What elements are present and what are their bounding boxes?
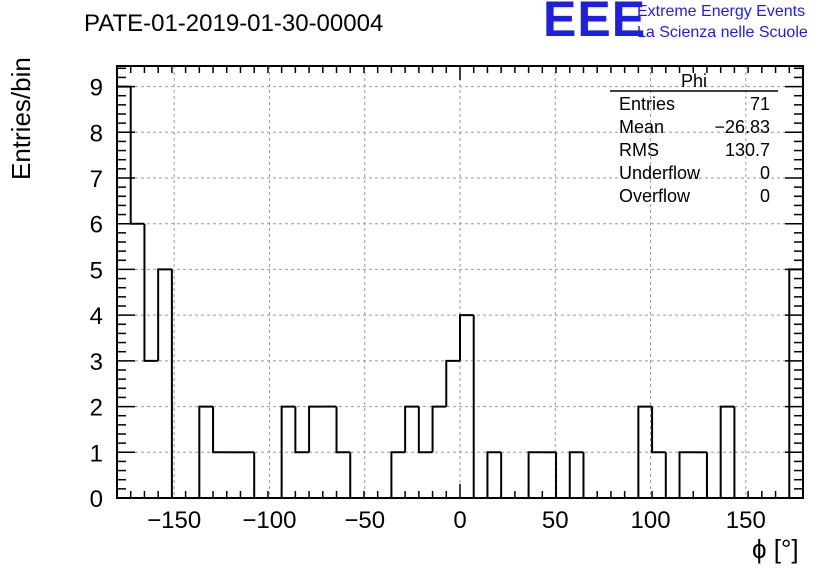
- histogram-bin-22: [417, 406, 433, 454]
- histogram-bars: [116, 85, 804, 499]
- x-axis-label: ϕ [°]: [752, 534, 799, 564]
- histogram-bin-43: [705, 452, 721, 499]
- y-tick-label-7: 7: [90, 166, 103, 193]
- x-tick-label-0: −150: [147, 507, 201, 534]
- histogram-bin-13: [294, 406, 310, 454]
- y-tick-label-9: 9: [90, 75, 103, 102]
- histogram-bin-14: [308, 405, 323, 453]
- histogram-bin-10: [253, 452, 268, 499]
- histogram-bin-16: [335, 406, 351, 454]
- histogram-bin-20: [390, 451, 406, 498]
- y-tick-label-8: 8: [90, 120, 103, 147]
- logo-subtitle-2: La Scienza nelle Scuole: [637, 24, 808, 41]
- histogram-bin-12: [280, 405, 296, 498]
- grid-lines: [117, 66, 803, 498]
- histogram-bin-23: [431, 405, 447, 453]
- page-title: PATE-01-2019-01-30-00004: [84, 10, 384, 37]
- histogram-bin-30: [527, 451, 543, 498]
- stats-value-entries: 71: [750, 94, 770, 114]
- histogram-bin-21: [404, 405, 419, 453]
- histogram-bin-24: [445, 359, 460, 407]
- histogram-bin-39: [651, 406, 666, 454]
- histogram-bin-3: [157, 268, 172, 361]
- histogram-bin-1: [129, 86, 145, 225]
- y-tick-label-3: 3: [90, 349, 103, 376]
- histogram-bin-7: [212, 406, 227, 454]
- x-tick-label-6: 150: [726, 507, 766, 534]
- histogram-bin-41: [678, 451, 694, 498]
- stats-title: Phi: [681, 71, 707, 91]
- stats-box: Phi Entries 71 Mean −26.83 RMS 130.7 Underflow 0…: [610, 71, 778, 206]
- axis-ticks: [116, 66, 804, 499]
- stats-label-entries: Entries: [619, 94, 675, 114]
- y-tick-label-6: 6: [90, 212, 103, 239]
- histogram-bin-44: [719, 405, 735, 498]
- histogram-bin-17: [349, 452, 364, 499]
- stats-value-rms: 130.7: [725, 140, 770, 160]
- histogram-bin-25: [459, 314, 474, 361]
- histogram-bin-49: [788, 268, 803, 498]
- stats-value-underflow: 0: [760, 163, 770, 183]
- x-tick-label-2: −50: [344, 507, 385, 534]
- x-tick-label-5: 100: [631, 507, 671, 534]
- x-tick-label-4: 50: [542, 507, 569, 534]
- x-tick-label-1: −100: [242, 507, 296, 534]
- x-tick-label-3: 0: [453, 507, 466, 534]
- stats-value-overflow: 0: [760, 186, 770, 206]
- logo-subtitle-1: Extreme Energy Events: [637, 3, 806, 20]
- y-tick-label-2: 2: [90, 395, 103, 422]
- histogram-bin-38: [637, 405, 653, 498]
- stats-label-mean: Mean: [619, 117, 664, 137]
- stats-label-rms: RMS: [619, 140, 659, 160]
- y-tick-label-0: 0: [90, 486, 103, 513]
- histogram-bin-28: [500, 452, 515, 499]
- histogram-bin-27: [486, 451, 502, 498]
- y-tick-label-1: 1: [90, 440, 103, 467]
- histogram-bin-2: [143, 223, 159, 362]
- y-tick-label-4: 4: [90, 303, 103, 330]
- stats-label-underflow: Underflow: [619, 163, 701, 183]
- stats-label-overflow: Overflow: [619, 186, 691, 206]
- y-tick-label-5: 5: [90, 257, 103, 284]
- histogram-bin-6: [198, 405, 214, 498]
- histogram-bin-40: [664, 452, 680, 499]
- eee-logo: EEE: [543, 0, 647, 47]
- histogram-bin-0: [116, 85, 131, 498]
- histogram-bin-34: [582, 452, 598, 499]
- stats-value-mean: −26.83: [714, 117, 770, 137]
- histogram-bin-33: [568, 451, 584, 498]
- tick-labels: −150 −100 −50 0 50 100 150 0 1 2 3 4 5 6 7 8 9: [90, 75, 766, 534]
- histogram-bin-32: [555, 452, 570, 499]
